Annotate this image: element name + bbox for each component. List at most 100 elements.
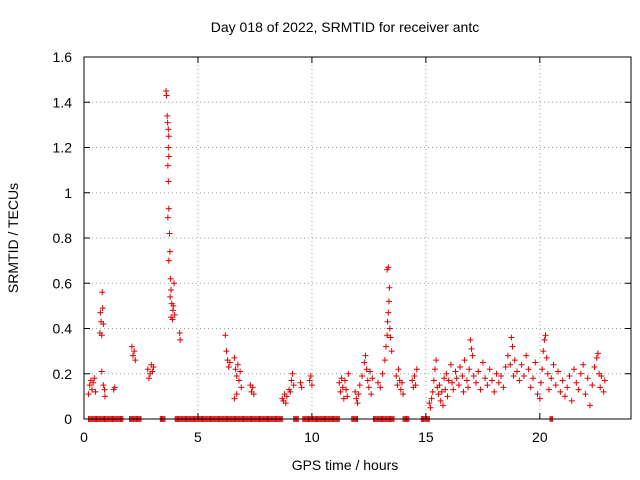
data-point bbox=[598, 373, 605, 380]
data-point bbox=[491, 388, 498, 395]
x-tick-label: 15 bbox=[418, 429, 434, 445]
data-point bbox=[363, 366, 370, 373]
data-point bbox=[167, 275, 174, 282]
data-point bbox=[352, 388, 359, 395]
data-point bbox=[361, 359, 368, 366]
data-point bbox=[441, 375, 448, 382]
data-point bbox=[437, 397, 444, 404]
data-point bbox=[514, 368, 521, 375]
data-point bbox=[282, 400, 289, 407]
data-point bbox=[427, 404, 434, 411]
data-point bbox=[231, 354, 238, 361]
data-point bbox=[433, 357, 440, 364]
data-point bbox=[388, 348, 395, 355]
data-point bbox=[539, 366, 546, 373]
data-point bbox=[429, 388, 436, 395]
data-point bbox=[249, 384, 256, 391]
data-point bbox=[169, 316, 176, 323]
data-point bbox=[359, 373, 366, 380]
data-point bbox=[431, 366, 438, 373]
data-point bbox=[355, 391, 362, 398]
data-point bbox=[237, 368, 244, 375]
data-point bbox=[398, 379, 405, 386]
data-point bbox=[131, 348, 138, 355]
data-point bbox=[163, 92, 170, 99]
data-point bbox=[484, 382, 491, 389]
data-point bbox=[523, 352, 530, 359]
data-point bbox=[165, 205, 172, 212]
data-point bbox=[525, 366, 532, 373]
data-point bbox=[167, 293, 174, 300]
chart-title: Day 018 of 2022, SRMTID for receiver ant… bbox=[211, 19, 479, 35]
data-point bbox=[493, 370, 500, 377]
data-point bbox=[439, 402, 446, 409]
y-tick-label: 1.2 bbox=[53, 140, 73, 156]
data-point bbox=[564, 384, 571, 391]
data-point bbox=[232, 366, 239, 373]
data-point bbox=[508, 334, 515, 341]
data-point bbox=[582, 391, 589, 398]
data-point bbox=[385, 264, 392, 271]
data-point bbox=[461, 357, 468, 364]
data-point bbox=[336, 379, 343, 386]
data-point bbox=[507, 361, 514, 368]
data-point bbox=[597, 384, 604, 391]
data-point bbox=[537, 379, 544, 386]
data-point bbox=[289, 370, 296, 377]
data-point bbox=[338, 375, 345, 382]
data-point bbox=[233, 391, 240, 398]
data-point bbox=[504, 352, 511, 359]
data-point bbox=[385, 298, 392, 305]
data-point bbox=[375, 379, 382, 386]
data-point bbox=[165, 144, 172, 151]
x-tick-label: 20 bbox=[532, 429, 548, 445]
data-point bbox=[413, 366, 420, 373]
data-point bbox=[165, 133, 172, 140]
data-point bbox=[88, 386, 95, 393]
data-point bbox=[452, 368, 459, 375]
data-point bbox=[340, 395, 347, 402]
x-tick-label: 10 bbox=[304, 429, 320, 445]
data-point bbox=[468, 345, 475, 352]
data-point bbox=[397, 386, 404, 393]
data-point bbox=[222, 332, 229, 339]
data-point bbox=[369, 375, 376, 382]
data-point bbox=[529, 375, 536, 382]
data-point bbox=[379, 370, 386, 377]
data-point bbox=[111, 384, 118, 391]
data-point bbox=[150, 363, 157, 370]
data-point bbox=[482, 375, 489, 382]
data-point bbox=[477, 386, 484, 393]
data-point bbox=[176, 330, 183, 337]
data-point bbox=[377, 384, 384, 391]
data-point bbox=[498, 373, 505, 380]
y-tick-label: 0.8 bbox=[53, 230, 73, 246]
data-point bbox=[91, 375, 98, 382]
data-point bbox=[297, 379, 304, 386]
grid bbox=[84, 57, 631, 419]
data-point bbox=[362, 352, 369, 359]
y-tick-label: 1 bbox=[64, 185, 72, 201]
data-point bbox=[580, 361, 587, 368]
data-point bbox=[166, 248, 173, 255]
data-point bbox=[100, 320, 107, 327]
data-point bbox=[164, 112, 171, 119]
data-point bbox=[283, 393, 290, 400]
data-point bbox=[384, 332, 391, 339]
data-point bbox=[164, 214, 171, 221]
data-point bbox=[450, 386, 457, 393]
data-point bbox=[561, 393, 568, 400]
data-point bbox=[593, 354, 600, 361]
data-point bbox=[500, 384, 507, 391]
data-point bbox=[101, 386, 108, 393]
data-point bbox=[165, 126, 172, 133]
data-point bbox=[382, 343, 389, 350]
data-point bbox=[502, 363, 509, 370]
data-point bbox=[541, 336, 548, 343]
data-point bbox=[306, 377, 313, 384]
data-point bbox=[386, 284, 393, 291]
data-point bbox=[356, 382, 363, 389]
data-point bbox=[394, 382, 401, 389]
data-point bbox=[238, 384, 245, 391]
data-point bbox=[555, 368, 562, 375]
